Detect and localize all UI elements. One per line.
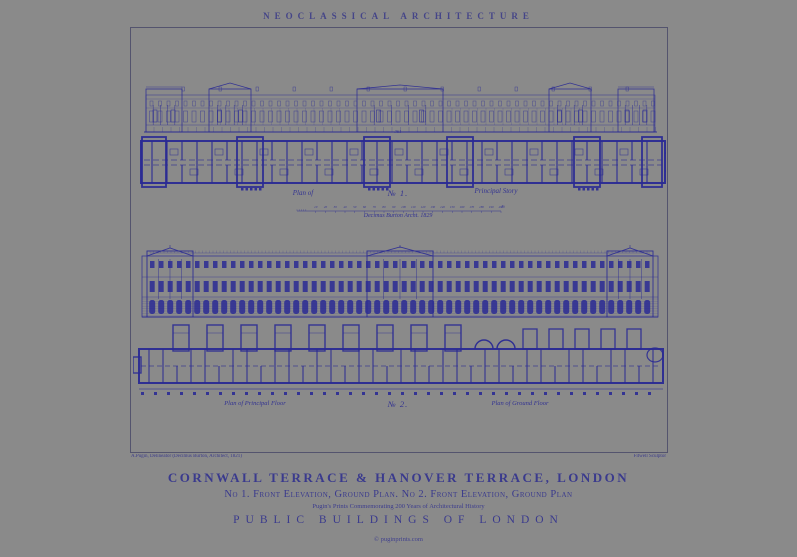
plate-border-frame xyxy=(130,27,668,453)
poster-subtitle: No 1. Front Elevation, Ground Plan. No 2… xyxy=(224,489,573,500)
plate1-number: № 1. xyxy=(387,188,409,198)
plate2-number: № 2. xyxy=(387,399,409,409)
series-note: Pugin's Prints Commemorating 200 Years o… xyxy=(312,503,485,510)
poster-header-title: NEOCLASSICAL ARCHITECTURE xyxy=(263,11,534,21)
plate1-caption-left: Plan of xyxy=(292,189,314,197)
plate2-caption-right: Plan of Ground Floor xyxy=(491,400,549,407)
architect-credit: Decimus Burton Archt. 1829 xyxy=(363,213,433,219)
engraver-credit: Fitwell Sculptor xyxy=(633,454,666,459)
copyright-line: © puginprints.com xyxy=(374,536,423,543)
elevation-no1-dimension: 361 xyxy=(394,129,402,134)
plate2-caption-left: Plan of Principal Floor xyxy=(224,400,286,407)
delineator-credit: A.Pugin, Delineator (Decimus Burton, Arc… xyxy=(131,454,242,459)
plate1-caption-right: Principal Story xyxy=(474,187,518,195)
series-title: PUBLIC BUILDINGS OF LONDON xyxy=(233,514,564,526)
poster-main-title: CORNWALL TERRACE & HANOVER TERRACE, LOND… xyxy=(167,470,630,485)
